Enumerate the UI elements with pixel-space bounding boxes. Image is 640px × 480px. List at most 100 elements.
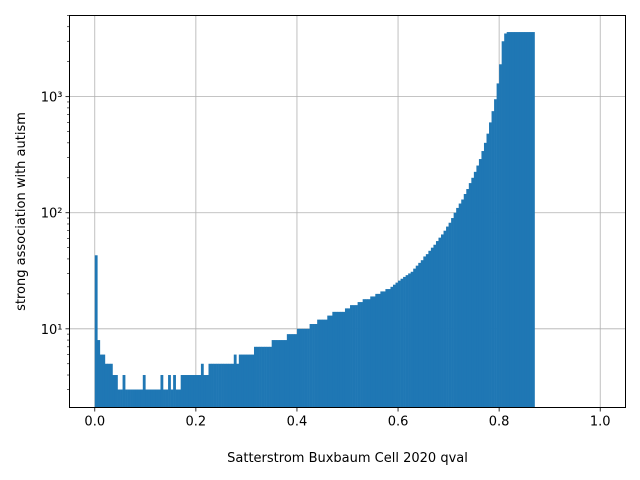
histogram-bar [481,151,485,408]
histogram-bar [342,311,346,408]
histogram-bar [241,354,245,408]
histogram-bar [329,315,333,408]
histogram-bar [281,340,285,408]
histogram-bar [334,311,338,408]
histogram-bar [284,340,288,408]
histogram-bar [286,334,290,408]
histogram-bar [180,375,184,408]
y-tick-label: 10² [41,207,63,222]
y-axis-ticks: 10¹ 10² 10³ [41,15,70,390]
histogram-bar [198,375,202,408]
histogram-bar [233,354,237,408]
histogram-bar [453,212,457,408]
histogram-bar [125,389,128,408]
histogram-bar [509,32,513,408]
histogram-bar [448,222,452,408]
histogram-bar [392,284,396,408]
histogram-bar [360,302,363,408]
histogram-bar [456,207,459,408]
histogram-bar [248,354,252,408]
histogram-bar [127,389,131,408]
histogram-bar [264,346,267,408]
x-tick-label: 0.4 [287,415,308,430]
histogram-bar [458,203,462,408]
histogram-bar [347,308,351,408]
histogram-bar [327,315,331,408]
histogram-bar [200,363,204,408]
histogram-bar [423,256,427,408]
histogram-bar [94,255,98,408]
histogram-bar [97,340,101,408]
histogram-bar [415,265,419,408]
histogram-bar [216,363,219,408]
histogram-bar [223,363,227,408]
histogram-bar [294,334,298,408]
histogram-bar [476,165,480,408]
x-tick-label: 0.8 [489,415,510,430]
histogram-bar [443,230,447,408]
histogram-bar [350,305,353,408]
histogram-bar [463,193,467,408]
histogram-bar [405,275,409,408]
x-axis-ticks: 0.0 0.2 0.4 0.6 0.8 1.0 [84,407,611,430]
histogram-bar [238,354,242,408]
histogram-bar [430,247,434,408]
histogram-bar [355,305,358,408]
histogram-bar [271,340,275,408]
histogram-bar [377,293,381,408]
histogram-bar [289,334,293,408]
histogram-bar [266,346,270,408]
y-axis-label: strong association with autism [14,112,29,311]
histogram-bar [511,32,515,408]
histogram-bar [243,354,247,408]
histogram-bar [211,363,214,408]
histogram-bar [468,183,472,408]
histogram-bar [420,260,424,408]
x-tick-label: 0.6 [388,415,409,430]
histogram-bar [99,354,103,408]
histogram-bar [314,324,318,408]
histogram-bar [185,375,189,408]
histogram-bar [466,189,470,408]
histogram-bar [387,289,391,408]
histogram-bar [506,32,510,408]
histogram-bar [428,250,432,408]
histogram-bar [246,354,250,408]
histogram-bar [120,389,123,408]
histogram-bar [521,32,525,408]
histogram-bar [135,389,139,408]
histogram-bar [203,375,207,408]
histogram-bar [150,389,154,408]
histogram-bar [319,319,323,408]
histogram-bar [339,311,343,408]
histogram-bar [499,64,502,408]
histogram-bar [408,273,411,408]
histogram-bar [451,218,454,408]
histogram-bar [193,375,197,408]
histogram-bar [529,32,533,408]
histogram-bar [365,299,369,408]
histogram-bar [337,311,341,408]
histogram-bar [413,268,417,408]
histogram-bar [269,346,272,408]
histogram-bar [226,363,230,408]
histogram-bar [147,389,151,408]
histogram-bar [140,389,144,408]
histogram-bar [382,291,386,408]
histogram-bar [516,32,520,408]
histogram-bar [435,241,439,408]
histogram-bar [296,328,300,408]
histogram-bar [137,389,141,408]
histogram-bar [385,289,389,408]
histogram-bar [433,244,437,408]
histogram-bar [438,237,442,408]
histogram-bar [145,389,149,408]
histogram-bar [279,340,283,408]
histogram-bar [357,302,361,408]
histogram-bar [367,299,371,408]
histogram-bar [130,389,133,408]
histogram-bar [160,375,164,408]
plot-frame [69,15,626,408]
histogram-bar [425,254,429,408]
histogram-bar [102,354,106,408]
